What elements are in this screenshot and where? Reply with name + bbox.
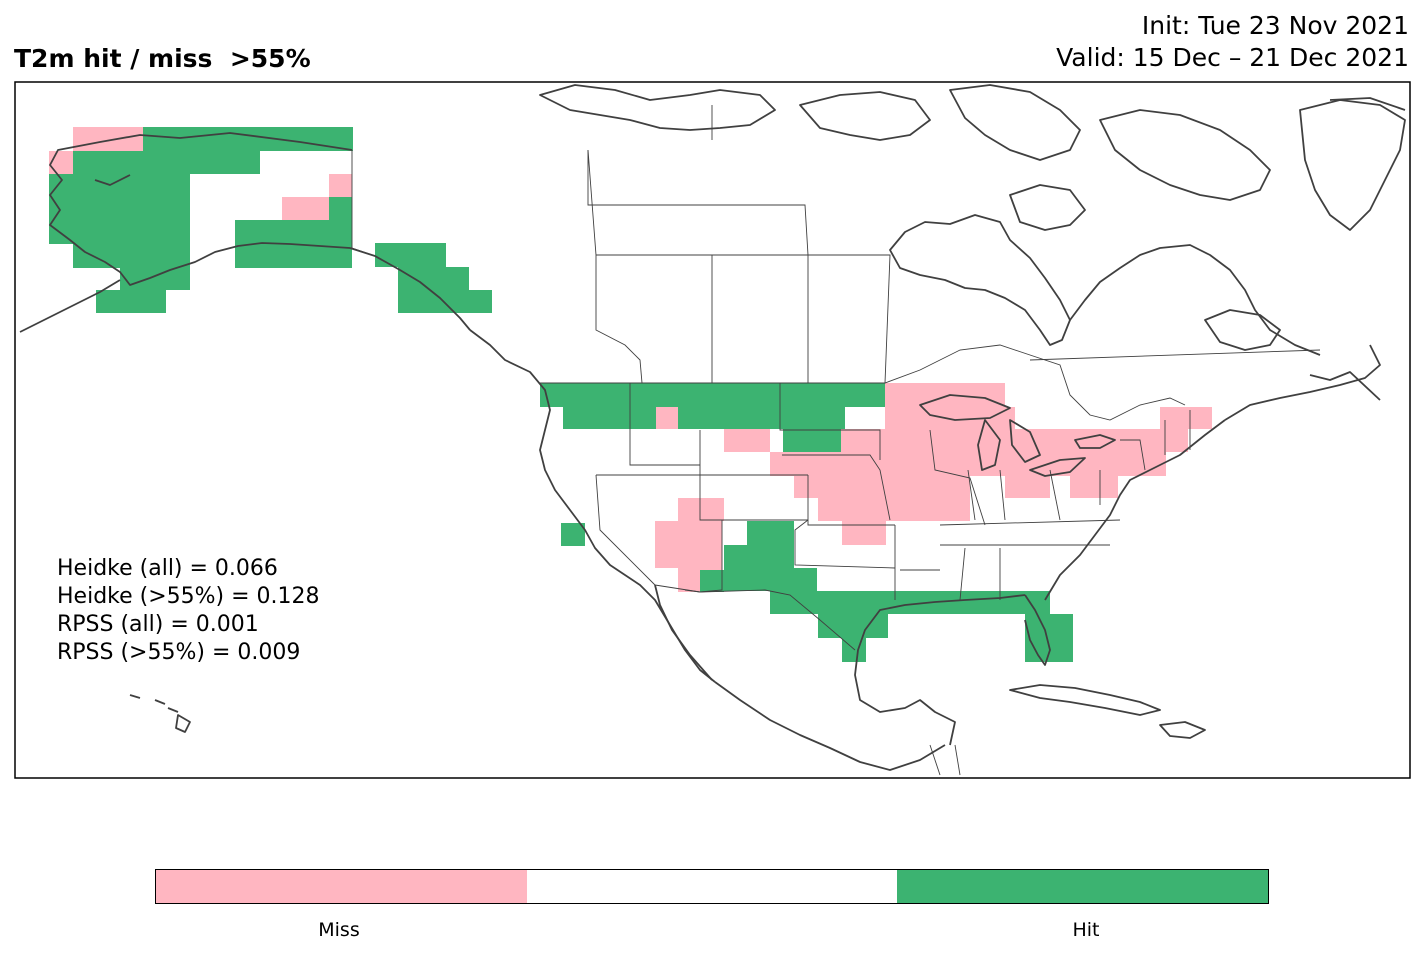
miss-cell	[655, 545, 722, 568]
colorbar-miss-label: Miss	[318, 919, 360, 941]
hit-cell	[235, 220, 352, 244]
miss-cell	[770, 452, 1070, 476]
miss-cell	[1070, 476, 1118, 498]
miss-cell	[73, 127, 143, 151]
hit-cell	[1025, 638, 1073, 662]
hit-cell	[329, 197, 352, 220]
heidke-55-score: Heidke (>55%) = 0.128	[57, 584, 320, 609]
hit-cell	[398, 267, 469, 290]
hit-cell	[818, 614, 888, 638]
valid-date: Valid: 15 Dec – 21 Dec 2021	[1056, 43, 1409, 72]
colorbar-hit-label: Hit	[1072, 919, 1100, 941]
miss-cell	[1160, 407, 1212, 429]
hit-cell	[700, 570, 724, 592]
miss-cell	[1070, 429, 1138, 452]
miss-cell	[794, 476, 970, 498]
miss-cell	[885, 383, 1005, 407]
map-title: T2m hit / miss >55%	[14, 44, 311, 73]
hit-cell	[73, 151, 260, 174]
miss-cell	[329, 174, 352, 197]
hit-cell	[143, 127, 353, 151]
rpss-55-score: RPSS (>55%) = 0.009	[57, 640, 301, 665]
colorbar-hit-segment	[897, 870, 1269, 903]
miss-cell	[1005, 476, 1050, 498]
hit-cell	[747, 521, 794, 545]
init-date: Init: Tue 23 Nov 2021	[1141, 11, 1409, 40]
hit-cell	[563, 407, 656, 429]
hit-cell	[96, 290, 166, 313]
miss-cell	[885, 407, 1015, 429]
miss-cell	[656, 407, 678, 429]
hit-cell	[540, 383, 885, 407]
miss-cell	[1138, 429, 1188, 452]
forecast-grid-cells	[49, 127, 1212, 662]
date-header: Init: Tue 23 Nov 2021 Valid: 15 Dec – 21…	[1056, 10, 1409, 74]
map-frame	[14, 81, 1411, 779]
hit-cell	[49, 220, 190, 244]
miss-cell	[282, 197, 329, 220]
skill-scores: Heidke (all) = 0.066 Heidke (>55%) = 0.1…	[57, 555, 320, 667]
miss-cell	[880, 429, 1070, 452]
hit-cell	[783, 407, 845, 429]
hit-cell	[120, 268, 190, 290]
miss-cell	[1070, 452, 1138, 476]
heidke-all-score: Heidke (all) = 0.066	[57, 556, 278, 581]
miss-cell	[841, 429, 889, 452]
hit-cell	[49, 174, 190, 197]
hit-cell	[235, 244, 352, 268]
miss-cell	[724, 429, 770, 452]
hit-cell	[724, 568, 817, 591]
colorbar	[155, 869, 1269, 904]
hit-cell	[678, 407, 783, 429]
hit-cell	[1025, 614, 1073, 638]
colorbar-miss-segment	[156, 870, 527, 903]
rpss-all-score: RPSS (all) = 0.001	[57, 612, 259, 637]
hit-cell	[49, 197, 190, 220]
hit-cell	[724, 545, 794, 568]
hit-cell	[783, 429, 841, 452]
hit-cell	[561, 523, 585, 546]
hit-cell	[421, 290, 492, 313]
political-borders	[351, 105, 1321, 776]
hit-cell	[375, 243, 446, 267]
miss-cell	[678, 498, 724, 521]
miss-cell	[818, 498, 970, 521]
coastlines	[19, 84, 1406, 771]
miss-cell	[49, 151, 73, 174]
miss-cell	[655, 521, 722, 545]
colorbar-neutral-segment	[526, 870, 898, 903]
hit-cell	[73, 244, 190, 268]
hit-cell	[770, 591, 900, 614]
